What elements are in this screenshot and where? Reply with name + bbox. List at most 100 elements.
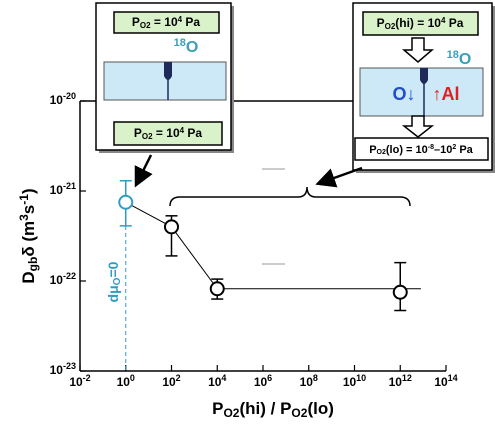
text-part: δ (m (19, 221, 38, 257)
y-axis-label: Dgbδ (m3s-1) (17, 188, 41, 283)
text-part: P (369, 144, 376, 156)
text-part: 18 (447, 49, 459, 61)
tick-exponent: 8 (313, 373, 318, 383)
inset-label: PO2(hi) = 104 Pa (377, 16, 464, 31)
text-part: Pa (182, 15, 200, 29)
x-tick-label: 10-2 (69, 373, 90, 389)
tick-exponent: 14 (448, 373, 458, 383)
tick-exponent: 4 (221, 373, 226, 383)
text-part: O2 (223, 406, 239, 420)
text-part: 4 (178, 15, 183, 24)
x-tick-label: 1014 (434, 373, 457, 389)
inset-label: PO2(lo) = 10-8–102 Pa (369, 144, 473, 157)
tick-base: 10 (208, 375, 222, 389)
text-part: (lo) (307, 399, 333, 418)
fit-line (125, 201, 421, 290)
text-part: P (377, 16, 385, 30)
text-part: 18 (174, 37, 186, 49)
tick-base: 10 (389, 375, 403, 389)
text-part: (hi) / P (239, 399, 291, 418)
text-part: = 10 (151, 15, 178, 29)
text-part: O2 (291, 406, 307, 420)
text-part: gb (26, 257, 40, 272)
tick-exponent: 6 (267, 373, 272, 383)
tick-exponent: 12 (402, 373, 412, 383)
text-part: (hi) = 10 (395, 16, 441, 30)
tick-base: 10 (69, 375, 83, 389)
data-point (392, 284, 408, 300)
x-tick-label: 104 (208, 373, 226, 389)
tick-base: 10 (162, 375, 176, 389)
tick-base: 10 (50, 273, 64, 287)
isotope-label: 18O (447, 49, 472, 68)
x-tick-label: 106 (254, 373, 272, 389)
y-tick-label: 10-23 (50, 361, 76, 377)
text-part: 4 (180, 126, 185, 135)
text-part: O2 (385, 22, 396, 31)
data-point (209, 281, 225, 297)
data-point (164, 219, 179, 235)
tick-exponent: -21 (63, 181, 76, 191)
tick-base: 10 (343, 375, 357, 389)
tick-base: 10 (50, 93, 64, 107)
aluminum-label: ↑Al (433, 84, 460, 104)
text-part: Pa (445, 16, 463, 30)
text-part: –10 (434, 144, 452, 156)
text-part: O (459, 51, 471, 68)
x-tick-label: 102 (162, 373, 180, 389)
text-part: D (19, 271, 38, 283)
tick-base: 10 (117, 375, 131, 389)
reference-label: dμO=0 (104, 261, 122, 302)
x-tick-label: 100 (117, 373, 135, 389)
brace (169, 186, 411, 207)
x-tick-label: 1012 (389, 373, 412, 389)
text-part: Pa (456, 144, 473, 156)
text-part: (lo) = 10 (386, 144, 428, 156)
text-part: Pa (184, 126, 202, 140)
pointer-arrow (315, 166, 363, 188)
text-part: dμ (104, 285, 120, 302)
tick-exponent: 2 (176, 373, 181, 383)
tick-exponent: -2 (83, 373, 91, 383)
text-part: O2 (142, 132, 153, 141)
text-part: P (134, 126, 142, 140)
inset-label: PO2 = 104 Pa (134, 126, 203, 141)
text-part: s (19, 205, 38, 214)
text-part: -1 (17, 194, 31, 205)
y-tick-label: 10-22 (50, 271, 76, 287)
plot-area: 10-2 100 102 104 106 108 1010 1012 101410-2310-2… (17, 91, 458, 420)
text-part: O2 (377, 149, 386, 156)
x-tick-label: 108 (300, 373, 318, 389)
text-part: 3 (17, 214, 31, 221)
data-point (118, 194, 134, 210)
oxygen-label: O↓ (392, 84, 415, 104)
text-part: O (186, 39, 198, 56)
tick-base: 10 (50, 183, 64, 197)
tick-base: 10 (434, 375, 448, 389)
x-axis-label: PO2(hi) / PO2(lo) (212, 399, 334, 420)
tick-exponent: 0 (130, 373, 135, 383)
y-tick-label: 10-20 (50, 91, 76, 107)
text-part: P (212, 399, 223, 418)
tick-base: 10 (300, 375, 314, 389)
isotope-label: 18O (174, 37, 199, 56)
text-part: ) (19, 188, 38, 194)
inset-label: PO2 = 104 Pa (132, 15, 201, 30)
x-tick-label: 1010 (343, 373, 366, 389)
pointer-arrow (134, 154, 153, 188)
tick-exponent: -20 (63, 91, 76, 101)
text-part: 4 (441, 16, 446, 25)
text-part: = 10 (153, 126, 180, 140)
text-part: P (132, 15, 140, 29)
tick-base: 10 (254, 375, 268, 389)
tick-exponent: -23 (63, 361, 76, 371)
text-part: 2 (452, 144, 456, 151)
text-part: O (112, 277, 123, 285)
tick-base: 10 (50, 363, 64, 377)
text-part: -8 (428, 144, 434, 151)
y-tick-label: 10-21 (50, 181, 76, 197)
tick-exponent: -22 (63, 271, 76, 281)
text-part: O2 (140, 21, 151, 30)
